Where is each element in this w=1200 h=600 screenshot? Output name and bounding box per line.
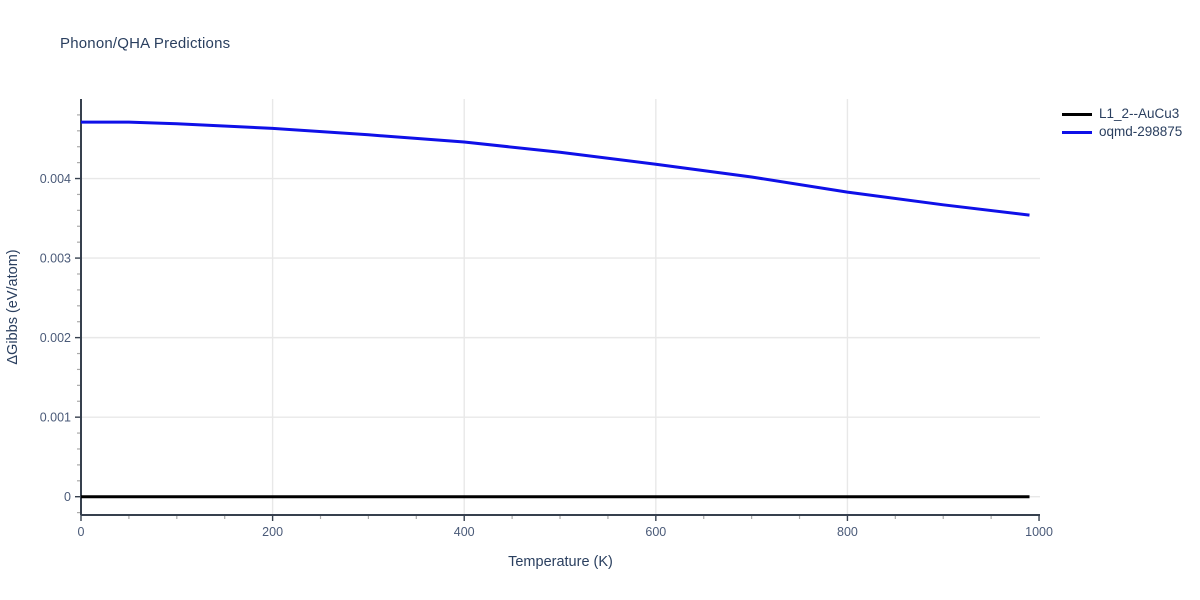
y-tick-label: 0.003 bbox=[40, 252, 71, 266]
y-tick-label: 0 bbox=[64, 490, 71, 504]
legend-label: L1_2--AuCu3 bbox=[1099, 106, 1180, 121]
y-axis-label: ΔGibbs (eV/atom) bbox=[5, 249, 21, 365]
series-line-oqmd-298875[interactable] bbox=[81, 120, 1030, 217]
legend-item-l1-2-aucu3[interactable]: L1_2--AuCu3 bbox=[1062, 105, 1182, 123]
chart-title: Phonon/QHA Predictions bbox=[60, 35, 231, 52]
x-tick-label: 600 bbox=[645, 525, 666, 539]
minor-ticks bbox=[77, 114, 992, 519]
x-tick-label: 800 bbox=[837, 525, 858, 539]
legend: L1_2--AuCu3 oqmd-298875 bbox=[1062, 105, 1182, 141]
legend-swatch-black-line-icon bbox=[1062, 112, 1092, 116]
y-tick-label: 0.002 bbox=[40, 331, 71, 345]
legend-label: oqmd-298875 bbox=[1099, 124, 1183, 139]
gridlines bbox=[81, 99, 1040, 515]
axes bbox=[75, 99, 1040, 521]
legend-item-oqmd-298875[interactable]: oqmd-298875 bbox=[1062, 123, 1182, 141]
x-tick-label: 200 bbox=[262, 525, 283, 539]
x-tick-label: 1000 bbox=[1025, 525, 1053, 539]
x-tick-label: 400 bbox=[454, 525, 475, 539]
y-tick-label: 0.004 bbox=[40, 172, 71, 186]
tick-labels: 0 200 400 600 800 1000 0 0.001 0.002 0.003 0.004 bbox=[40, 172, 1053, 539]
y-tick-label: 0.001 bbox=[40, 411, 71, 425]
x-tick-label: 0 bbox=[78, 525, 85, 539]
x-axis-label: Temperature (K) bbox=[508, 554, 613, 570]
legend-swatch-blue-line-icon bbox=[1062, 130, 1092, 134]
